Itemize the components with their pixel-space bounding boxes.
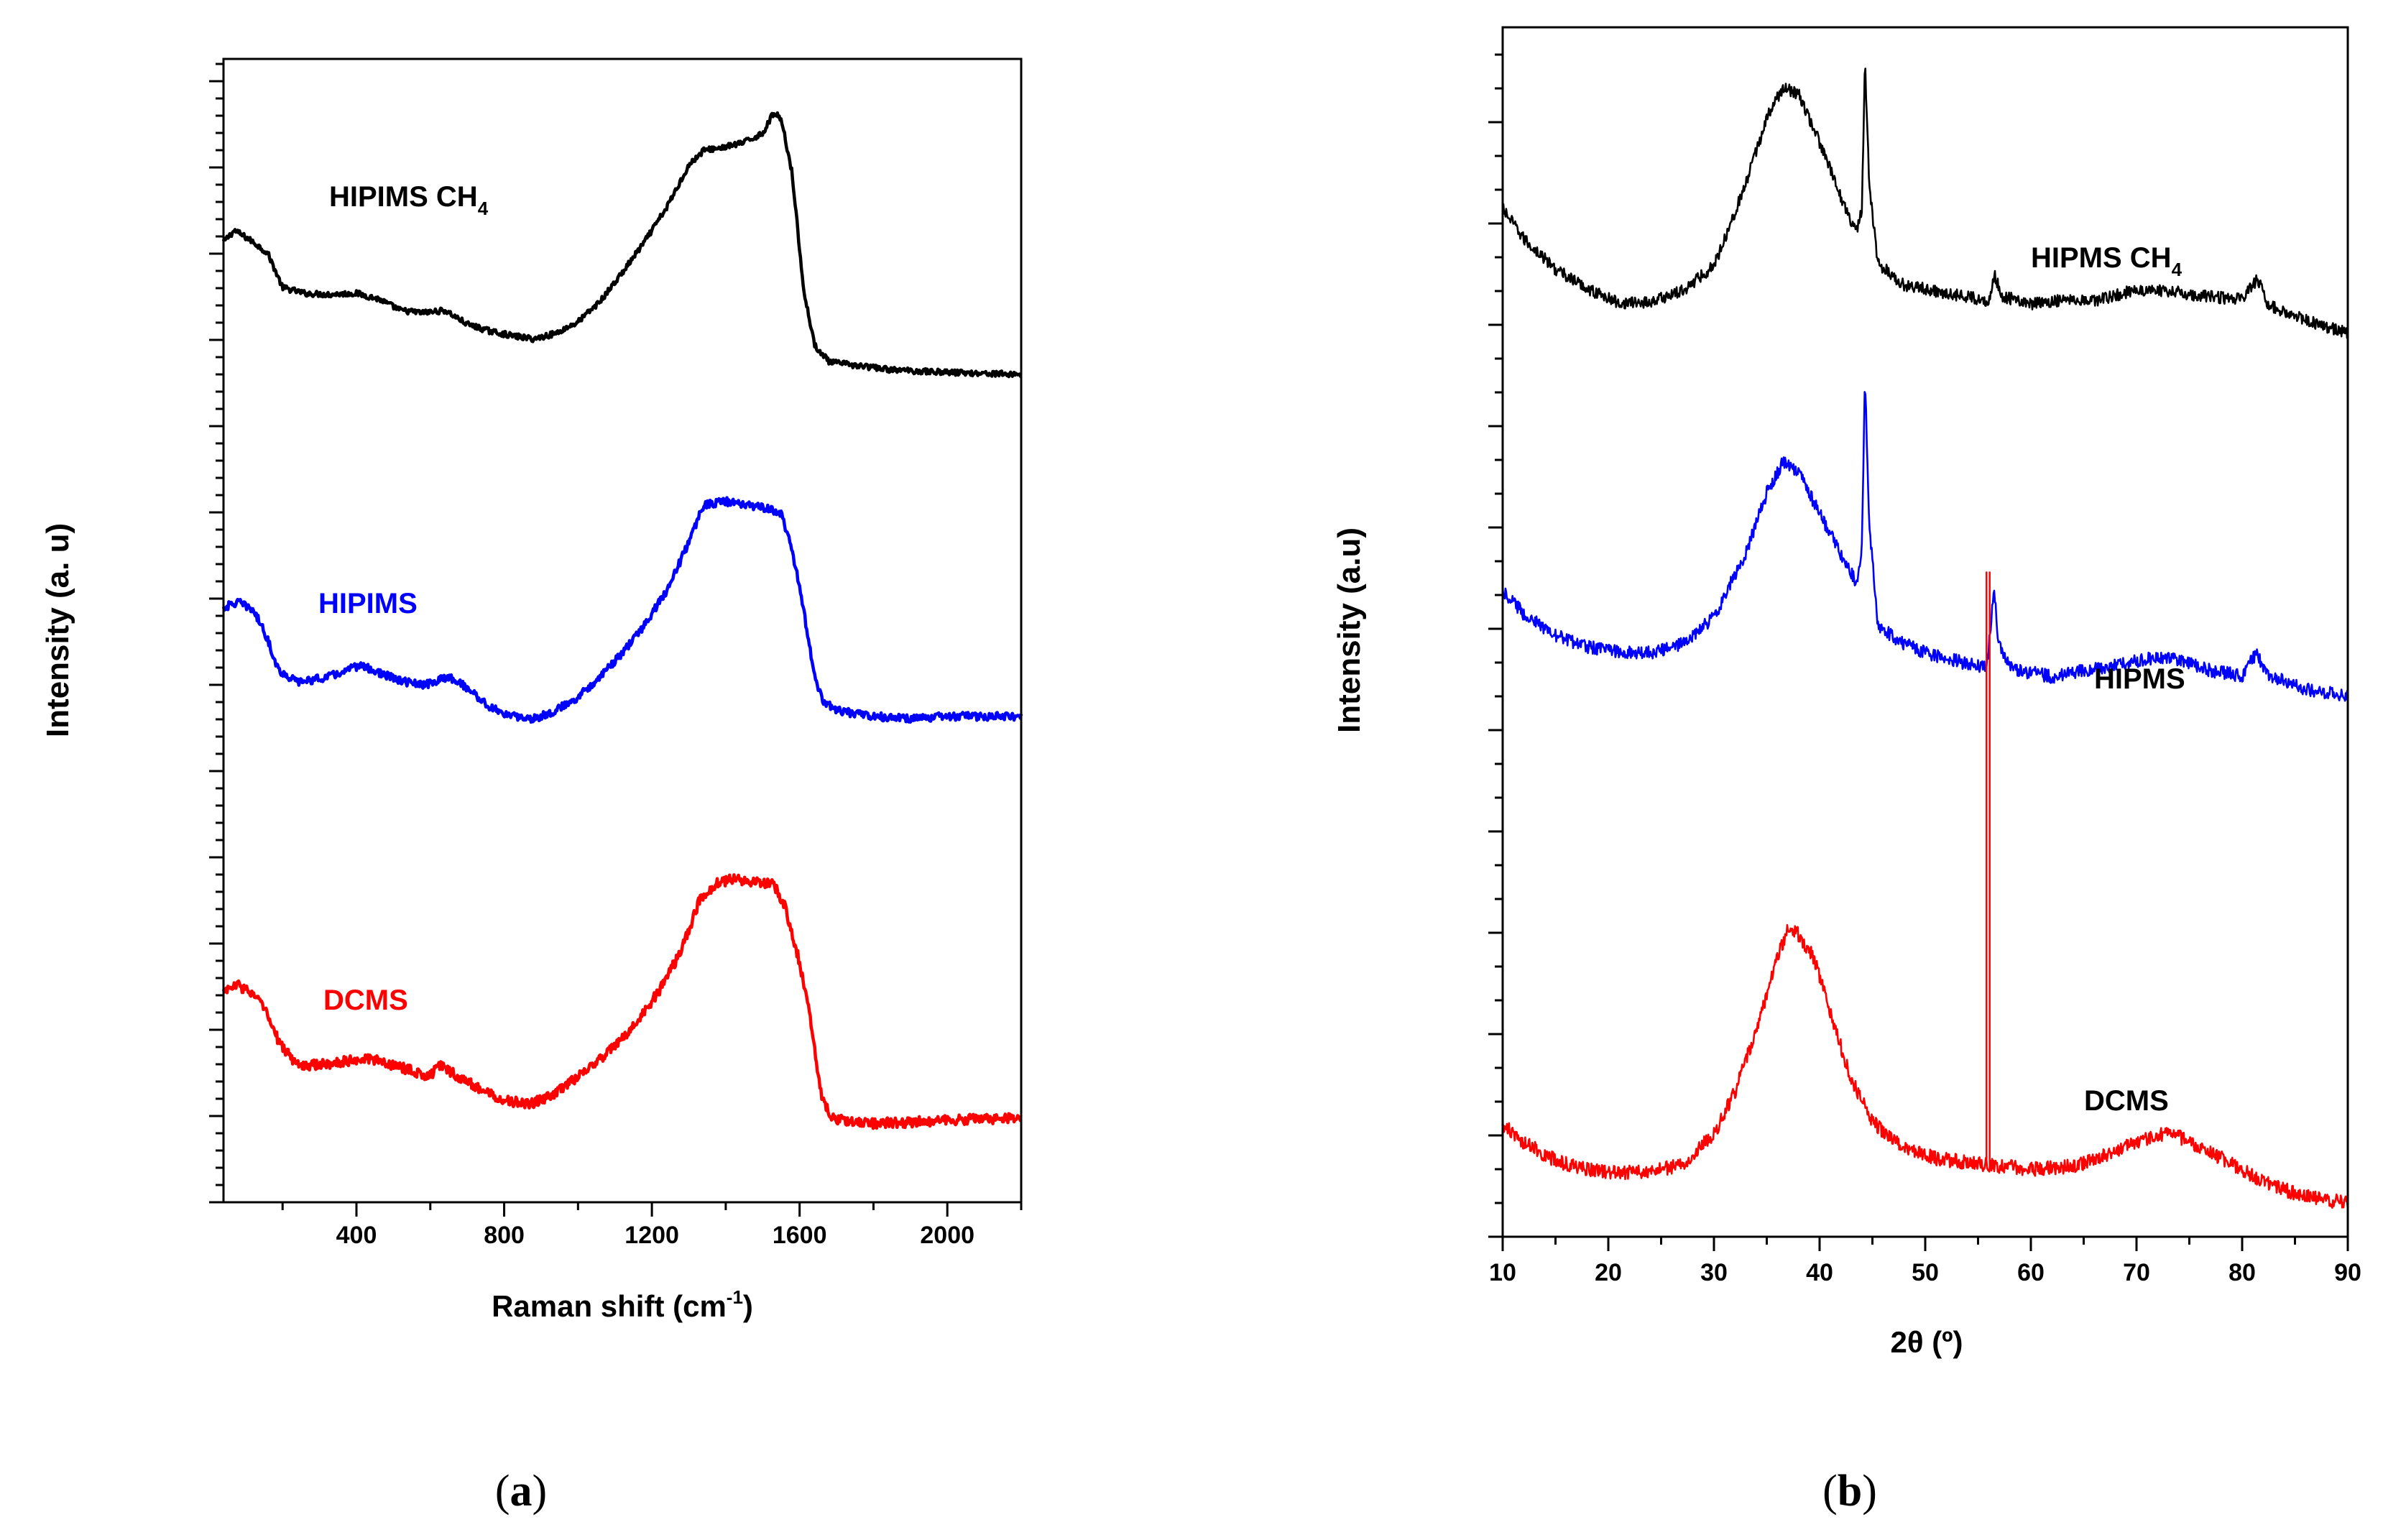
x-tick-label: 400 [336,1222,377,1249]
x-tick-label: 1200 [624,1222,679,1249]
x-tick-label: 70 [2123,1259,2150,1286]
x-tick-label: 1600 [773,1222,827,1249]
panel-a-series [221,111,1023,1130]
series-line [1501,923,2349,1210]
panel-b-plot-frame [1501,26,2349,1238]
x-tick-label: 2000 [920,1222,974,1249]
panel-a-caption-letter: a [510,1467,533,1516]
panel-a-label-hipims-ch4: HIPIMS CH4 [329,181,489,219]
series-line [1501,68,2349,339]
x-tick-label: 20 [1595,1259,1622,1286]
panel-a-x-axis-label-main: Raman shift (cm [492,1289,727,1323]
x-tick-label: 10 [1489,1259,1516,1286]
panel-a-label-hipims-ch4-main: HIPIMS CH [329,181,478,213]
panel-a-label-hipims: HIPIMS [318,588,418,619]
x-tick-label: 80 [2228,1259,2256,1286]
panel-b-label-hipms-ch4-sub: 4 [2172,259,2183,280]
panel-b-caption: (b) [1822,1467,1877,1516]
panel-b-y-ticks [1488,53,1503,1238]
panel-a-label-hipims-ch4-sub: 4 [478,198,489,219]
x-tick-label: 90 [2334,1259,2361,1286]
panel-b-x-axis-label: 2θ (º) [1890,1325,1963,1359]
panel-a-y-ticks [209,63,223,1204]
series-line [221,873,1023,1130]
panel-b-label-hipms-ch4-main: HIPMS CH [2031,242,2172,274]
panel-a-x-ticks: 400 800 1200 1600 2000 [281,1202,1023,1249]
panel-a-plot-frame [222,57,1023,1204]
series-line [1501,391,2349,702]
x-tick-label: 50 [1912,1259,1939,1286]
x-tick-label: 800 [484,1222,525,1249]
panel-b-label-hipms: HIPMS [2094,663,2185,695]
panel-b-x-ticks: 10 20 30 40 50 60 70 80 90 [1489,1237,2361,1286]
panel-a-caption: (a) [495,1467,547,1516]
panel-b-y-axis-label: Intensity (a.u) [1332,527,1367,733]
x-tick-label: 30 [1700,1259,1728,1286]
panel-a-x-axis-label: Raman shift (cm-1) [492,1286,753,1323]
x-tick-label: 60 [2017,1259,2045,1286]
panel-b-label-hipms-ch4: HIPMS CH4 [2031,242,2183,280]
panel-b-xrd-chart: 10 20 30 40 50 60 70 80 90 Intensity (a.u) 2θ (º… [1332,26,2361,1516]
panel-b-label-dcms: DCMS [2084,1085,2169,1117]
series-line [221,111,1023,379]
panel-a-x-axis-label-end: ) [743,1289,753,1323]
panel-a-y-axis-label: Intensity (a. u) [40,523,75,737]
panel-a-raman-chart: 400 800 1200 1600 2000 Intensity (a. u) Rama… [40,57,1023,1516]
panel-a-x-axis-label-sup: -1 [727,1286,743,1308]
panel-b-series [1501,68,2349,1210]
x-tick-label: 40 [1806,1259,1833,1286]
panel-b-caption-letter: b [1838,1467,1862,1516]
series-line [221,496,1023,724]
panel-a-label-dcms: DCMS [323,985,408,1016]
